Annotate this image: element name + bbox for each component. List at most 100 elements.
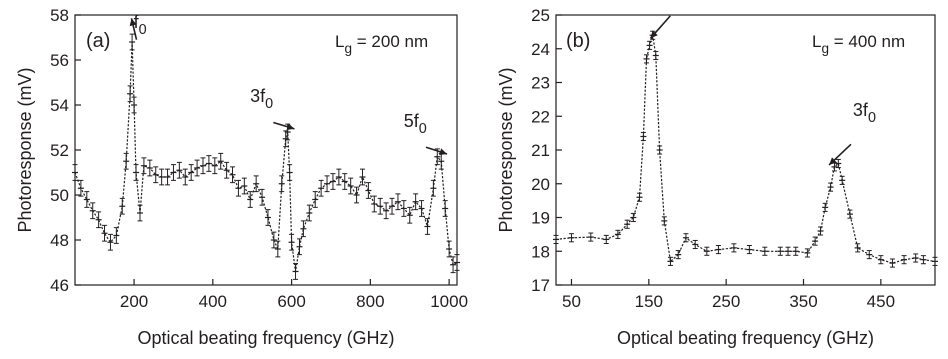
data-point: [454, 254, 460, 271]
data-point: [359, 168, 366, 186]
data-point: [652, 50, 659, 61]
data-point: [176, 161, 183, 179]
data-point: [792, 246, 799, 256]
data-point: [113, 227, 120, 244]
peak-arrow: [828, 143, 852, 166]
y-tick-label: 24: [531, 40, 550, 59]
data-point: [259, 188, 266, 206]
x-tick-label: 200: [120, 292, 148, 311]
data-point: [450, 256, 457, 274]
data-point: [854, 243, 861, 253]
y-tick-label: 46: [50, 276, 69, 295]
gate-length-annotation: Lg = 400 nm: [812, 32, 905, 56]
peak-label: f0: [134, 12, 147, 38]
data-point: [804, 248, 811, 258]
data-point: [746, 245, 753, 255]
data-point: [400, 200, 407, 217]
peak-label: 5f0: [404, 111, 427, 137]
data-point: [270, 231, 277, 249]
plot-frame: [555, 14, 936, 286]
x-tick-label: 400: [199, 292, 227, 311]
x-tick-label: 600: [277, 292, 305, 311]
data-point: [912, 253, 919, 263]
data-point: [715, 245, 722, 255]
data-point: [624, 219, 631, 229]
data-point: [424, 218, 431, 235]
data-point: [253, 175, 260, 193]
data-point: [846, 209, 853, 219]
data-point: [101, 224, 108, 242]
data-point: [292, 263, 299, 280]
data-point: [199, 157, 206, 175]
x-tick-label: 150: [635, 292, 663, 311]
y-tick-label: 48: [50, 231, 69, 250]
data-point: [822, 202, 829, 212]
data-point: [223, 161, 230, 179]
data-point: [164, 168, 171, 186]
data-point: [406, 206, 413, 224]
x-tick-label: 250: [712, 292, 740, 311]
data-point: [817, 226, 824, 236]
data-point: [412, 193, 419, 211]
data-point: [761, 246, 768, 256]
data-point: [932, 256, 938, 266]
y-tick-label: 20: [531, 175, 550, 194]
data-point: [188, 164, 195, 181]
y-tick-label: 56: [50, 51, 69, 70]
x-axis-label: Optical beating frequency (GHz): [617, 328, 874, 348]
data-point: [146, 159, 153, 177]
data-point: [300, 220, 307, 238]
data-point: [383, 202, 390, 220]
peak-label: 3f0: [853, 100, 876, 126]
data-point: [889, 258, 896, 268]
x-tick-label: 800: [356, 292, 384, 311]
data-point: [72, 164, 78, 181]
data-point: [703, 246, 710, 256]
data-point: [661, 216, 668, 226]
peak-arrow: [425, 146, 448, 156]
data-point: [877, 255, 884, 265]
data-point: [839, 175, 846, 185]
data-point: [77, 179, 84, 197]
data-point: [371, 195, 378, 213]
data-point: [278, 175, 285, 193]
peak-arrow: [273, 121, 295, 131]
data-point: [133, 164, 140, 181]
data-point: [667, 256, 674, 266]
data-point: [129, 33, 136, 51]
y-axis-label: Photoresponse (mV): [15, 67, 35, 232]
data-point: [123, 152, 130, 170]
data-point: [835, 158, 842, 169]
data-point: [692, 239, 699, 250]
panel-label: (b): [566, 30, 590, 52]
series-line: [555, 35, 936, 264]
data-point: [296, 238, 303, 256]
data-point: [95, 211, 102, 229]
data-point: [152, 166, 159, 184]
data-point: [312, 191, 319, 208]
data-point: [827, 182, 834, 192]
data-point: [777, 246, 784, 256]
y-tick-label: 23: [531, 74, 550, 93]
x-tick-label: 450: [867, 292, 895, 311]
y-tick-label: 17: [531, 276, 550, 295]
data-point: [446, 240, 453, 258]
data-point: [324, 175, 331, 193]
data-point: [636, 192, 643, 202]
data-point: [418, 200, 425, 217]
data-point: [901, 255, 908, 265]
x-tick-label: 50: [562, 292, 581, 311]
data-point: [158, 168, 165, 186]
y-tick-label: 22: [531, 107, 550, 126]
chart-panel-b: 17 18 19 20 21 22 23 24 25 50 150 250 350 450 Optical …: [496, 6, 938, 348]
y-tick-label: 19: [531, 209, 550, 228]
data-point: [646, 40, 653, 50]
x-axis-label: Optical beating frequency (GHz): [137, 328, 394, 348]
data-point: [730, 243, 737, 253]
data-point: [920, 255, 927, 265]
data-point: [229, 166, 236, 184]
data-point: [318, 179, 325, 197]
data-point: [119, 197, 126, 215]
data-point: [568, 233, 575, 243]
y-tick-label: 25: [531, 6, 550, 25]
